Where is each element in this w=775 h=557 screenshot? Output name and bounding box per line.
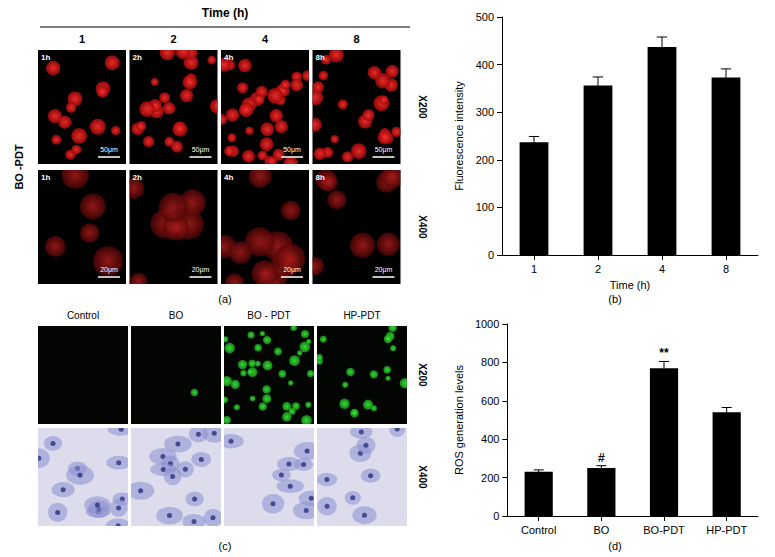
svg-text:Time (h): Time (h)	[202, 6, 248, 20]
svg-text:BO: BO	[593, 524, 609, 536]
svg-text:50μm: 50μm	[192, 146, 210, 154]
svg-text:#: #	[598, 451, 605, 465]
svg-text:Time (h): Time (h)	[610, 279, 651, 291]
svg-text:2h: 2h	[133, 173, 142, 182]
svg-text:600: 600	[481, 395, 499, 407]
svg-text:500: 500	[476, 11, 494, 23]
svg-text:8h: 8h	[316, 173, 325, 182]
svg-text:BO - PDT: BO - PDT	[247, 310, 290, 321]
svg-text:4: 4	[659, 263, 665, 275]
svg-text:400: 400	[476, 59, 494, 71]
svg-text:20μm: 20μm	[100, 266, 118, 274]
svg-text:1: 1	[531, 263, 537, 275]
svg-text:800: 800	[481, 356, 499, 368]
svg-text:BO-PDT: BO-PDT	[643, 524, 685, 536]
svg-text:1: 1	[79, 33, 85, 45]
svg-text:HP-PDT: HP-PDT	[343, 310, 380, 321]
svg-text:(a): (a)	[218, 293, 231, 305]
svg-text:400: 400	[481, 433, 499, 445]
svg-text:50μm: 50μm	[375, 146, 393, 154]
svg-text:50μm: 50μm	[283, 146, 301, 154]
svg-text:(c): (c)	[219, 540, 232, 552]
svg-text:X200: X200	[417, 95, 428, 119]
svg-text:200: 200	[481, 472, 499, 484]
svg-text:2h: 2h	[133, 53, 142, 62]
svg-text:300: 300	[476, 106, 494, 118]
svg-text:(d): (d)	[608, 540, 621, 552]
svg-text:8: 8	[723, 263, 729, 275]
svg-text:Control: Control	[521, 524, 556, 536]
svg-text:**: **	[659, 346, 669, 360]
svg-text:Fluorescence intensity: Fluorescence intensity	[453, 81, 465, 191]
svg-text:2: 2	[170, 33, 176, 45]
svg-text:1h: 1h	[41, 173, 50, 182]
svg-text:4: 4	[262, 33, 269, 45]
svg-text:HP-PDT: HP-PDT	[706, 524, 747, 536]
svg-text:X400: X400	[417, 215, 428, 239]
svg-text:4h: 4h	[224, 173, 233, 182]
svg-text:20μm: 20μm	[283, 266, 301, 274]
svg-text:BO -PDT: BO -PDT	[13, 144, 25, 190]
svg-text:BO: BO	[169, 310, 184, 321]
svg-text:8: 8	[353, 33, 359, 45]
svg-text:20μm: 20μm	[375, 266, 393, 274]
svg-text:4h: 4h	[224, 53, 233, 62]
svg-text:X400: X400	[417, 465, 428, 489]
svg-text:X200: X200	[417, 363, 428, 387]
svg-text:200: 200	[476, 154, 494, 166]
svg-text:1h: 1h	[41, 53, 50, 62]
svg-text:0: 0	[493, 510, 499, 522]
svg-text:100: 100	[476, 201, 494, 213]
svg-text:ROS generation levels: ROS generation levels	[453, 364, 465, 475]
svg-text:2: 2	[595, 263, 601, 275]
svg-text:20μm: 20μm	[192, 266, 210, 274]
svg-text:50μm: 50μm	[100, 146, 118, 154]
svg-text:1000: 1000	[475, 318, 499, 330]
svg-text:0: 0	[488, 249, 494, 261]
svg-text:(b): (b)	[608, 293, 621, 305]
svg-text:Control: Control	[67, 310, 99, 321]
svg-text:8h: 8h	[316, 53, 325, 62]
